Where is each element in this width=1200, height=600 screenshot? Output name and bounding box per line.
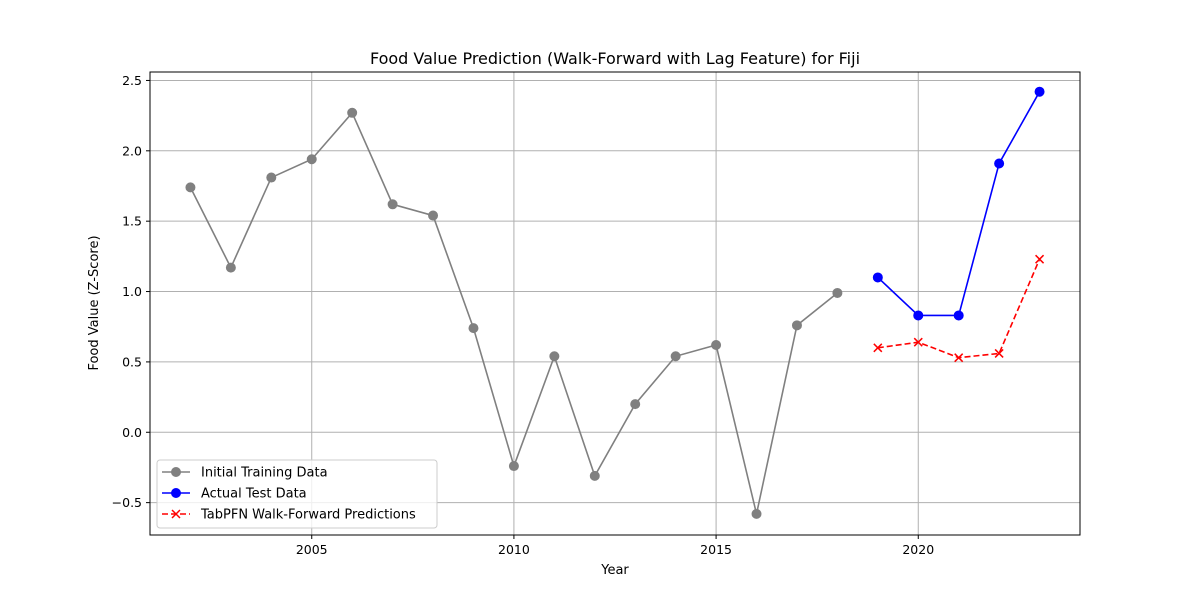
data-point: [953, 310, 964, 321]
data-point: [872, 272, 883, 283]
legend: Initial Training Data Actual Test Data Tab…: [156, 459, 438, 529]
marker-stroke: [994, 348, 1004, 358]
x-tick-label: 2005: [296, 542, 328, 557]
legend-label: Actual Test Data: [201, 487, 307, 502]
marker-stroke: [873, 343, 883, 353]
legend-marker: [171, 509, 181, 519]
y-tick-label: 2.0: [122, 143, 142, 158]
y-tick-label: 0.5: [122, 354, 142, 369]
y-tick-label: 1.5: [122, 214, 142, 229]
legend-box: [156, 459, 438, 529]
data-point: [266, 172, 277, 183]
data-point: [508, 461, 519, 472]
data-point: [589, 470, 600, 481]
legend-label: Initial Training Data: [201, 466, 328, 481]
data-point: [1035, 254, 1045, 264]
data-point: [994, 348, 1004, 358]
marker-stroke: [913, 337, 923, 347]
legend-marker: [171, 488, 181, 498]
y-tick-label: 0.0: [122, 425, 142, 440]
data-point: [347, 107, 358, 118]
data-point: [913, 337, 923, 347]
legend-label: TabPFN Walk-Forward Predictions: [200, 508, 416, 523]
data-point: [670, 351, 681, 362]
x-tick-label: 2010: [498, 542, 530, 557]
y-tick-label: 1.0: [122, 284, 142, 299]
series-initial-training-data: [185, 107, 843, 519]
data-point: [994, 158, 1005, 169]
plot-frame: [149, 71, 1081, 536]
data-point: [873, 343, 883, 353]
series-line: [877, 258, 1041, 359]
data-point: [954, 353, 964, 363]
marker-stroke: [171, 509, 181, 519]
data-point: [428, 210, 439, 221]
x-tick-label: 2020: [902, 542, 934, 557]
data-point: [306, 154, 317, 165]
data-point: [468, 323, 479, 334]
data-point: [387, 199, 398, 210]
data-point: [711, 340, 722, 351]
legend-entry: Initial Training Data: [162, 466, 328, 481]
series-tabpfn-walk-forward-predictions: [873, 254, 1045, 363]
data-point: [185, 182, 196, 193]
marker-stroke: [1035, 254, 1045, 264]
legend-marker: [171, 467, 181, 477]
data-point: [630, 399, 641, 410]
legend-entry: TabPFN Walk-Forward Predictions: [162, 508, 416, 523]
data-point: [549, 351, 560, 362]
series-line: [877, 91, 1041, 317]
chart-title: Food Value Prediction (Walk-Forward with…: [370, 49, 860, 68]
legend-entry: Actual Test Data: [162, 487, 307, 502]
y-tick-label: −0.5: [112, 495, 142, 510]
y-tick-label: 2.5: [122, 73, 142, 88]
y-axis-label: Food Value (Z-Score): [87, 235, 102, 370]
data-point: [913, 310, 924, 321]
data-point: [1034, 86, 1045, 97]
data-point: [791, 320, 802, 331]
data-point: [832, 287, 843, 298]
series-actual-test-data: [872, 86, 1045, 321]
x-axis-label: Year: [600, 563, 629, 578]
data-point: [751, 508, 762, 519]
series-layer: [185, 86, 1045, 519]
marker-stroke: [954, 353, 964, 363]
data-point: [225, 262, 236, 273]
ticks: 2005 2010 2015 2020 −0.5 0.0 0.5 1.0 1.5 2.0 2.5: [112, 73, 935, 557]
x-tick-label: 2015: [700, 542, 732, 557]
